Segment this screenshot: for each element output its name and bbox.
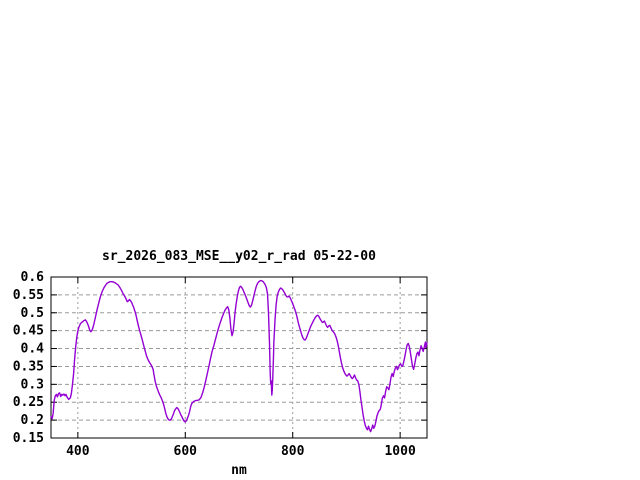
y-tick-label: 0.4 (21, 342, 45, 357)
y-tick-label: 0.55 (13, 288, 44, 303)
chart-title: sr_2026_083_MSE__y02_r_rad 05-22-00 (102, 249, 376, 264)
x-axis-label: nm (231, 463, 247, 478)
x-tick-label: 1000 (384, 444, 415, 459)
y-tick-label: 0.35 (13, 359, 44, 374)
y-tick-label: 0.45 (13, 324, 44, 339)
x-tick-label: 400 (66, 444, 90, 459)
y-tick-label: 0.6 (21, 270, 45, 285)
x-tick-label: 600 (174, 444, 198, 459)
spectrum-line (50, 279, 428, 433)
y-tick-label: 0.3 (21, 377, 44, 392)
x-tick-label: 800 (281, 444, 305, 459)
y-tick-label: 0.2 (21, 413, 44, 428)
y-tick-label: 0.25 (13, 395, 44, 410)
y-tick-label: 0.5 (21, 306, 44, 321)
y-tick-label: 0.15 (13, 431, 44, 446)
plot-border (50, 276, 428, 439)
